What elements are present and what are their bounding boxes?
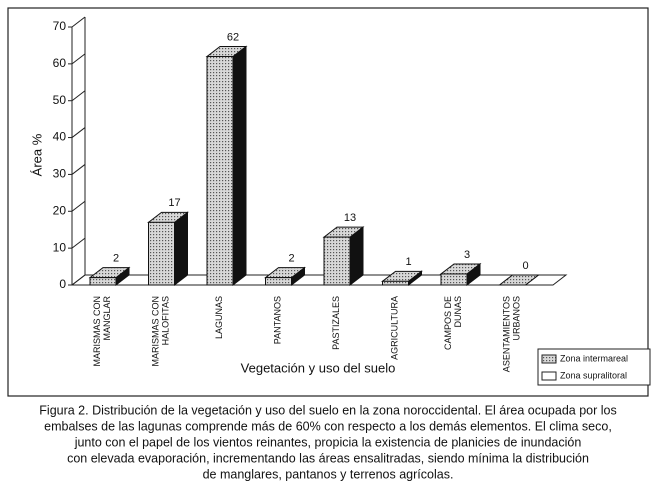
value-label: 0 — [522, 260, 528, 272]
bar — [439, 262, 482, 287]
bar-front — [440, 273, 468, 286]
grid-line — [71, 127, 86, 138]
x-tick-label: CAMPOS DEDUNAS — [443, 296, 463, 350]
value-label: 2 — [113, 253, 119, 265]
y-tick-label: 40 — [53, 130, 67, 144]
x-tick-label: MARISMAS CONHALOFITAS — [151, 296, 171, 367]
grid-line — [71, 237, 86, 249]
grid-line — [71, 200, 86, 212]
caption-line: Figura 2. Distribución de la vegetación … — [39, 403, 616, 417]
caption-line: junto con el papel de los vientos reinan… — [74, 435, 582, 449]
bar — [498, 274, 540, 286]
bar-top — [498, 274, 540, 286]
caption-line: embalses de las lagunas comprende más de… — [44, 419, 612, 433]
y-tick-label: 0 — [59, 277, 66, 291]
grid-line — [71, 53, 86, 65]
y-tick-label: 70 — [53, 19, 67, 33]
legend-label: Zona intermareal — [560, 353, 628, 363]
y-tick-label: 10 — [53, 240, 67, 254]
legend-swatch — [541, 371, 557, 381]
grid-line — [71, 274, 86, 286]
bar-front — [323, 236, 351, 286]
floor — [70, 274, 568, 286]
x-axis-label: Vegetación y uso del suelo — [241, 360, 396, 375]
bar — [147, 211, 189, 287]
bar — [322, 226, 365, 287]
grid-line — [71, 16, 86, 28]
value-label: 3 — [464, 249, 470, 261]
value-label: 17 — [168, 197, 180, 209]
y-tick-label: 60 — [53, 56, 67, 70]
caption-line: de manglares, pantanos y terrenos agríco… — [203, 467, 454, 481]
y-tick-label: 30 — [53, 167, 67, 181]
bar — [205, 45, 248, 287]
x-tick-label: PASTIZALES — [331, 296, 341, 350]
bar-front — [89, 277, 117, 286]
legend-box — [537, 348, 651, 386]
frame — [7, 7, 649, 397]
legend-swatch — [541, 354, 557, 364]
legend-label: Zona supralitoral — [560, 370, 627, 380]
x-tick-label: ASENTAMIENTOSURBANOS — [502, 296, 522, 372]
bar-front — [265, 277, 292, 286]
bar — [264, 266, 306, 287]
value-label: 62 — [227, 31, 239, 43]
grid-line — [71, 90, 86, 102]
grid-line — [71, 164, 86, 175]
bar-front — [382, 280, 409, 286]
x-tick-label: AGRICULTURA — [390, 296, 400, 360]
x-tick-label: LAGUNAS — [214, 296, 224, 339]
value-label: 13 — [344, 212, 356, 224]
y-tick-label: 20 — [53, 203, 67, 217]
legend: Zona intermareal Zona supralitoral — [537, 348, 651, 386]
x-tick-label: PANTANOS — [273, 296, 283, 344]
caption-line: con elevada evaporación, incrementando l… — [67, 451, 589, 465]
y-tick-label: 50 — [53, 93, 67, 107]
bar — [381, 270, 423, 287]
bar-side — [174, 211, 188, 287]
bar-front — [206, 55, 234, 286]
bar — [88, 266, 131, 287]
x-tick-label: MARISMAS CONMANGLAR — [92, 296, 112, 367]
value-label: 2 — [288, 253, 294, 265]
y-axis-label: Área % — [29, 133, 44, 176]
bar-front — [148, 221, 175, 286]
value-label: 1 — [405, 256, 411, 268]
bar-side — [232, 45, 247, 287]
